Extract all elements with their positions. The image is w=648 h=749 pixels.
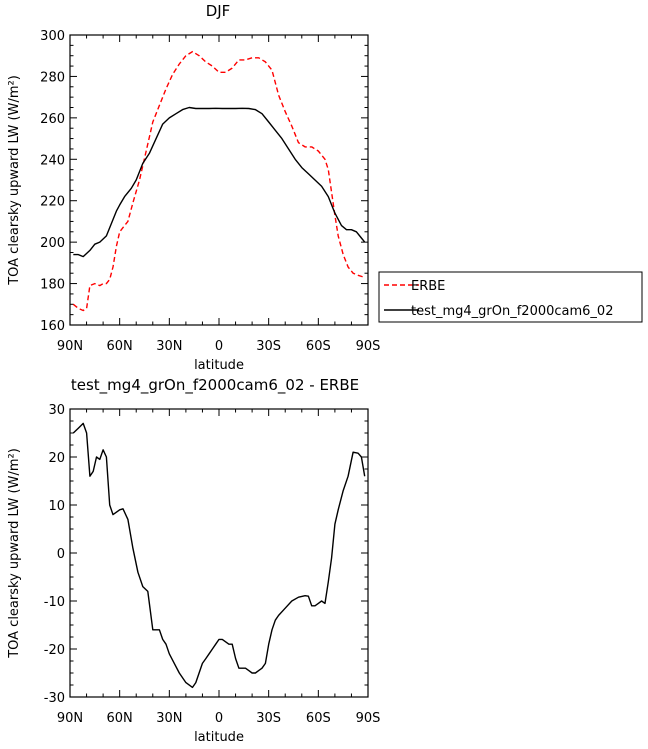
top-y-tick-label: 180: [40, 278, 65, 293]
bottom-y-tick-label: 20: [48, 451, 65, 466]
bottom-y-tick-label: -10: [44, 595, 65, 610]
top-y-tick-label: 300: [40, 29, 65, 44]
bottom-chart-title: test_mg4_grOn_f2000cam6_02 - ERBE: [71, 376, 359, 395]
bottom-x-tick-label: 30N: [156, 711, 182, 726]
bottom-series-line-0: [72, 422, 366, 689]
top-x-tick-label: 90N: [57, 339, 83, 354]
bottom-y-tick-label: 0: [57, 547, 65, 562]
legend-box: [378, 271, 643, 323]
top-x-tick-label: 60N: [107, 339, 133, 354]
top-y-tick-label: 200: [40, 236, 65, 251]
top-series-line-0: [72, 50, 365, 312]
top-y-tick-label: 280: [40, 70, 65, 85]
bottom-x-tick-label: 90S: [356, 711, 381, 726]
bottom-x-tick-label: 60S: [306, 711, 331, 726]
top-x-tick-label: 90S: [356, 339, 381, 354]
bottom-y-tick-label: -20: [44, 643, 65, 658]
top-y-tick-label: 220: [40, 195, 65, 210]
top-series-line-1: [73, 106, 366, 258]
bottom-x-tick-label: 90N: [57, 711, 83, 726]
bottom-x-tick-label: 0: [215, 711, 223, 726]
legend: ERBE test_mg4_grOn_f2000cam6_02: [378, 271, 643, 323]
bottom-plot-frame: [69, 408, 369, 698]
top-y-axis-label: TOA clearsky upward LW (W/m²): [7, 75, 22, 286]
legend-label-model: test_mg4_grOn_f2000cam6_02: [411, 304, 613, 319]
bottom-y-axis-label: TOA clearsky upward LW (W/m²): [7, 448, 22, 659]
top-y-tick-label: 160: [40, 319, 65, 334]
top-y-tick-label: 240: [40, 153, 65, 168]
bottom-y-tick-label: 10: [48, 499, 65, 514]
top-x-tick-label: 60S: [306, 339, 331, 354]
top-chart-title: DJF: [206, 2, 231, 20]
bottom-x-tick-label: 30S: [256, 711, 281, 726]
bottom-x-tick-label: 60N: [107, 711, 133, 726]
top-y-tick-label: 260: [40, 112, 65, 127]
legend-label-erbe: ERBE: [411, 279, 445, 294]
top-x-axis-label: latitude: [194, 358, 244, 373]
top-x-tick-label: 30S: [256, 339, 281, 354]
bottom-y-tick-label: 30: [48, 403, 65, 418]
bottom-y-tick-label: -30: [44, 691, 65, 706]
bottom-x-axis-label: latitude: [194, 730, 244, 745]
top-x-tick-label: 30N: [156, 339, 182, 354]
top-plot-frame: [69, 34, 369, 326]
top-x-tick-label: 0: [215, 339, 223, 354]
